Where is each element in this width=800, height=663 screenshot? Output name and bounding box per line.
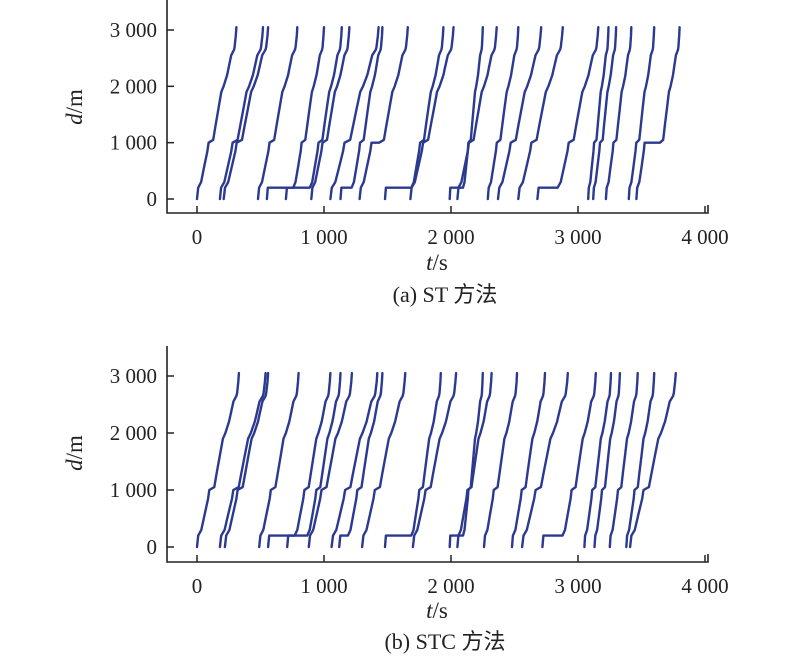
- vehicle-trajectory-12: [411, 371, 458, 549]
- x-tick-label: 3 000: [554, 225, 601, 249]
- vehicle-trajectory-23: [635, 26, 681, 201]
- y-axis-ticks-a: 0 1 000 2 000 3 000: [110, 18, 174, 211]
- vehicle-trajectory-2: [218, 26, 265, 201]
- vehicle-trajectory-3: [223, 371, 270, 549]
- vehicle-trajectory-6: [286, 371, 342, 549]
- x-tick-label: 3 000: [554, 574, 601, 598]
- x-axis-ticks-a: 0 1 000 2 000 3 000 4 000: [192, 206, 729, 249]
- vehicle-trajectory-15: [486, 26, 520, 201]
- x-axis-ticks-b: 0 1 000 2 000 3 000 4 000: [192, 555, 729, 598]
- x-axis-title-a: t/s: [426, 250, 448, 275]
- vehicle-trajectory-21: [604, 26, 633, 201]
- vehicle-trajectories-a: [195, 26, 681, 201]
- y-tick-label: 3 000: [110, 18, 157, 42]
- vehicle-trajectory-2: [218, 371, 267, 549]
- vehicle-trajectory-19: [587, 26, 610, 201]
- caption-a: (a) ST 方法: [393, 282, 498, 307]
- caption-b: (b) STC 方法: [384, 629, 505, 654]
- vehicle-trajectory-16: [510, 371, 547, 549]
- vehicle-trajectory-13: [448, 26, 484, 201]
- vehicle-trajectory-9: [338, 371, 384, 549]
- vehicle-trajectory-17: [520, 371, 569, 549]
- vehicle-trajectory-18: [536, 26, 600, 201]
- y-tick-label: 3 000: [110, 364, 157, 388]
- x-tick-label: 1 000: [300, 225, 347, 249]
- vehicle-trajectory-10: [360, 371, 407, 549]
- vehicle-trajectories-b: [195, 371, 677, 549]
- vehicle-trajectory-8: [330, 371, 379, 549]
- vehicle-trajectory-23: [628, 371, 677, 549]
- y-tick-label: 2 000: [110, 74, 157, 98]
- vehicle-trajectory-21: [608, 371, 639, 549]
- x-tick-label: 2 000: [427, 225, 474, 249]
- vehicle-trajectory-20: [592, 26, 618, 201]
- vehicle-trajectory-8: [329, 26, 380, 201]
- y-tick-label: 1 000: [110, 478, 157, 502]
- x-tick-label: 0: [192, 574, 203, 598]
- x-tick-label: 0: [192, 225, 203, 249]
- vehicle-trajectory-22: [627, 26, 656, 201]
- y-axis-title-b: d/m: [62, 435, 87, 471]
- chart-panel-a: 0 1 000 2 000 3 000 0 1 000 2 000 3 000 4 000 d…: [62, 0, 729, 307]
- y-tick-label: 1 000: [110, 131, 157, 155]
- vehicle-trajectory-11: [383, 26, 445, 201]
- vehicle-trajectory-16: [496, 26, 543, 201]
- y-axis-ticks-b: 0 1 000 2 000 3 000: [110, 364, 174, 559]
- x-tick-label: 4 000: [681, 574, 728, 598]
- vehicle-trajectory-15: [482, 371, 519, 549]
- vehicle-trajectory-20: [593, 371, 622, 549]
- vehicle-trajectory-9: [339, 26, 384, 201]
- vehicle-trajectory-13: [448, 371, 484, 549]
- vehicle-trajectory-7: [307, 371, 354, 549]
- vehicle-trajectory-4: [258, 371, 300, 549]
- y-tick-label: 0: [147, 187, 158, 211]
- x-tick-label: 4 000: [681, 225, 728, 249]
- vehicle-trajectory-12: [409, 26, 455, 201]
- vehicle-trajectory-17: [517, 26, 564, 201]
- vehicle-trajectory-10: [358, 26, 409, 201]
- vehicle-trajectory-6: [284, 26, 343, 201]
- vehicle-trajectory-22: [625, 371, 656, 549]
- vehicle-trajectory-5: [266, 371, 332, 549]
- vehicle-trajectory-19: [583, 371, 613, 549]
- vehicle-trajectory-3: [222, 26, 270, 201]
- y-tick-label: 2 000: [110, 421, 157, 445]
- vehicle-trajectory-14: [456, 26, 498, 201]
- vehicle-trajectory-1: [195, 371, 241, 549]
- x-tick-label: 2 000: [427, 574, 474, 598]
- vehicle-trajectory-4: [256, 26, 299, 201]
- vehicle-trajectory-14: [456, 371, 493, 549]
- x-axis-title-b: t/s: [426, 598, 448, 623]
- axes-frame-a: [166, 0, 709, 214]
- y-axis-title-a: d/m: [62, 89, 87, 125]
- vehicle-trajectory-1: [195, 26, 238, 201]
- x-tick-label: 1 000: [300, 574, 347, 598]
- vehicle-trajectory-18: [541, 371, 597, 549]
- axes-frame-b: [166, 346, 709, 563]
- chart-panel-b: 0 1 000 2 000 3 000 0 1 000 2 000 3 000 4 000 d…: [62, 346, 729, 654]
- vehicle-trajectory-7: [310, 26, 351, 201]
- vehicle-trajectory-5: [265, 26, 326, 201]
- y-tick-label: 0: [147, 535, 158, 559]
- vehicle-trajectory-11: [383, 371, 442, 549]
